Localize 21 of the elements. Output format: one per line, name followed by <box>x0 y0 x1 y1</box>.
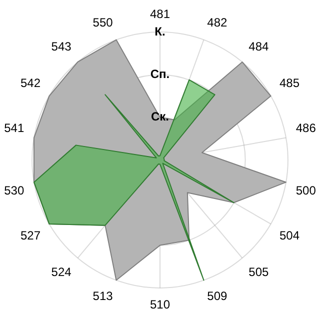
spoke-label: 485 <box>279 76 300 90</box>
spoke-label: 505 <box>248 265 270 280</box>
spoke-label: 504 <box>279 228 300 242</box>
spoke-label: 542 <box>20 76 41 90</box>
spoke-label: 481 <box>150 7 170 22</box>
spoke-label: 541 <box>4 121 24 136</box>
spoke-label: 513 <box>92 289 114 304</box>
spoke-label: 510 <box>150 297 170 312</box>
spoke-label: 482 <box>207 15 228 30</box>
spoke-label: 484 <box>248 39 270 54</box>
spoke-label: 509 <box>207 289 228 304</box>
spoke-label: 486 <box>296 121 316 136</box>
spoke-label: 550 <box>92 15 114 30</box>
y-tick-label: Ск. <box>150 110 170 124</box>
y-tick-label: Сп. <box>150 67 170 82</box>
spoke-label: 500 <box>296 183 316 198</box>
spoke-label: 527 <box>20 228 41 242</box>
spoke-label: 543 <box>51 39 72 54</box>
spoke-label: 530 <box>4 183 24 198</box>
spoke-label: 524 <box>51 265 72 280</box>
y-tick-label: К. <box>154 24 166 38</box>
